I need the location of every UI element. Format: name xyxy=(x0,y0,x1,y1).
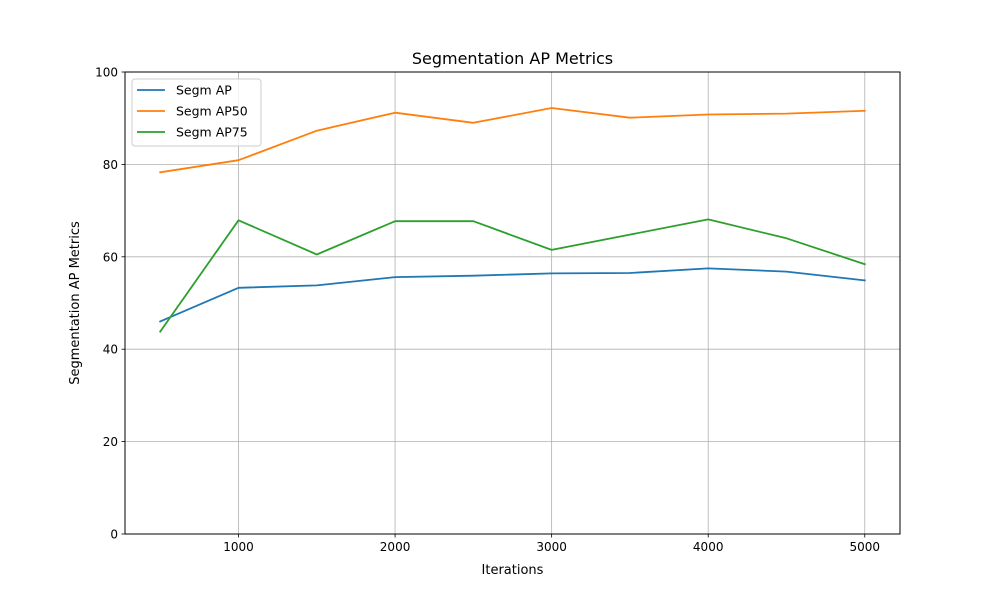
x-tick-label: 4000 xyxy=(693,540,724,554)
y-axis-ticks: 0 20 40 60 80 100 xyxy=(95,66,125,542)
legend-box xyxy=(131,78,262,147)
x-axis-label: Iterations xyxy=(482,563,544,578)
y-tick-label: 0 xyxy=(110,528,118,542)
y-tick-label: 100 xyxy=(95,66,118,80)
series-line-2 xyxy=(159,107,866,174)
y-tick-label: 60 xyxy=(103,250,118,264)
x-tick-label: 3000 xyxy=(536,540,567,554)
y-axis-label: Segmentation AP Metrics xyxy=(68,221,83,385)
legend-label: Segm AP75 xyxy=(176,125,248,140)
series-line-3 xyxy=(158,218,866,333)
legend-label: Segm AP xyxy=(176,83,232,98)
y-tick-label: 20 xyxy=(103,435,118,449)
legend-label: Segm AP50 xyxy=(176,104,248,119)
x-axis-ticks: 1000 2000 3000 4000 5000 xyxy=(223,534,880,554)
y-tick-label: 80 xyxy=(103,158,118,172)
legend: Segm AP Segm AP50 Segm AP75 xyxy=(131,78,262,147)
x-tick-label: 2000 xyxy=(380,540,411,554)
plot-area-frame xyxy=(124,71,901,535)
series-lines xyxy=(158,107,866,333)
y-tick-label: 40 xyxy=(103,343,118,357)
x-tick-label: 5000 xyxy=(849,540,880,554)
series-line-1 xyxy=(159,267,866,323)
x-tick-label: 1000 xyxy=(223,540,254,554)
chart-title: Segmentation AP Metrics xyxy=(412,49,613,68)
